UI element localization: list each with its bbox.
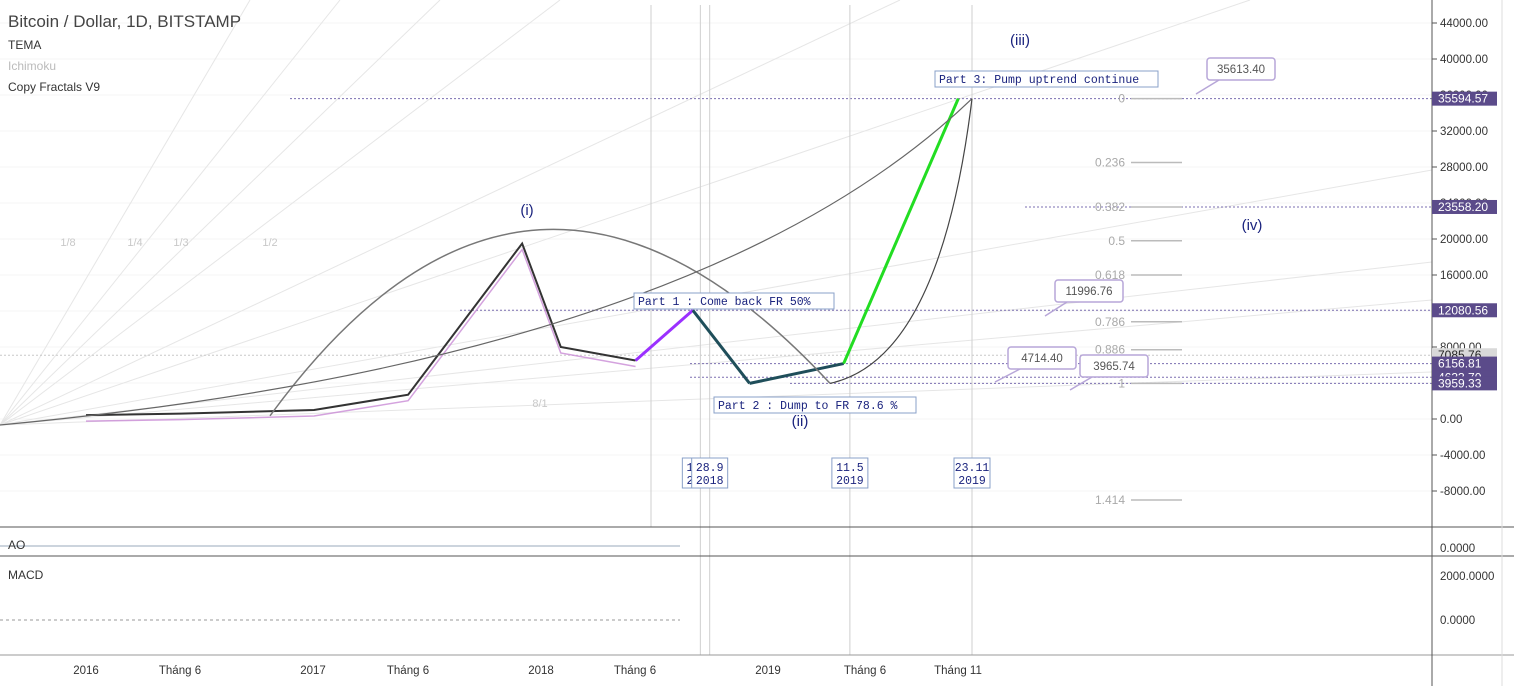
price-label-text: 35594.57 <box>1438 92 1488 106</box>
gann-fan-line <box>0 261 1433 426</box>
price-label-box <box>1432 199 1497 214</box>
price-tick-label: 20000.00 <box>1440 234 1488 246</box>
time-tick-label: Tháng 6 <box>159 665 201 677</box>
part-annotation-box <box>713 396 917 414</box>
fib-level-label: 0.382 <box>1095 200 1125 214</box>
price-tick-label: 32000.00 <box>1440 126 1488 138</box>
callout-text: 3965.74 <box>1093 361 1135 373</box>
ao-panel-label: AO <box>8 538 26 552</box>
callout-text: 11996.76 <box>1065 286 1112 298</box>
fib-level-label: 0.5 <box>1108 234 1125 248</box>
price-label-box <box>1432 376 1497 391</box>
macd-tick-label: 0.0000 <box>1440 615 1475 627</box>
symbol-title[interactable]: Bitcoin / Dollar, 1D, BITSTAMP <box>8 12 242 31</box>
time-tick-label: 2019 <box>755 665 781 677</box>
price-tick-label: 16000.00 <box>1440 270 1488 282</box>
time-tick-label: 2016 <box>73 665 99 677</box>
gann-fan-label: 8/1 <box>532 398 547 410</box>
callout-pointer <box>1069 376 1093 391</box>
part-annotation-text: Part 1 : Come back FR 50% <box>638 296 811 309</box>
ao-tick-label: 0.0000 <box>1440 543 1475 555</box>
wave-label: (i) <box>520 202 533 219</box>
callout-box <box>1079 354 1149 378</box>
callout-box <box>1054 279 1124 303</box>
fib-level-label: 0.236 <box>1095 156 1125 170</box>
wave-label: (iii) <box>1010 32 1030 49</box>
arc-curve-trend <box>0 98 973 426</box>
price-label-text: 12080.56 <box>1438 303 1488 317</box>
price-label-text: 23558.20 <box>1438 200 1488 214</box>
price-label-text: 3959.33 <box>1438 376 1482 390</box>
gann-fan-line <box>0 0 441 426</box>
indicator-tema[interactable]: TEMA <box>8 38 42 52</box>
gann-fan-label: 1/3 <box>173 237 188 249</box>
time-tick-label: Tháng 6 <box>844 665 886 677</box>
wave-label: (iv) <box>1242 217 1263 234</box>
fib-level-label: 1.414 <box>1095 493 1125 507</box>
date-box-line2: 2019 <box>836 475 864 488</box>
price-tick-label: 28000.00 <box>1440 162 1488 174</box>
part-annotation-box <box>633 292 835 310</box>
tema-line <box>85 247 636 422</box>
callout-box <box>1007 346 1077 370</box>
indicator-ichimoku[interactable]: Ichimoku <box>8 59 57 73</box>
date-box-line2: 2019 <box>958 475 986 488</box>
date-box-line1: 23.11 <box>955 462 990 475</box>
callout-text: 4714.40 <box>1021 353 1063 365</box>
projection-part2-line <box>749 362 844 385</box>
date-box <box>831 457 869 489</box>
time-tick-label: Tháng 6 <box>387 665 429 677</box>
date-box-line1: 28.9 <box>696 462 724 475</box>
macd-tick-label: 2000.0000 <box>1440 571 1494 583</box>
price-label-box <box>1432 91 1497 106</box>
callout-box <box>1206 57 1276 81</box>
indicator-copy-fractals[interactable]: Copy Fractals V9 <box>8 80 101 94</box>
callout-pointer <box>994 368 1021 383</box>
price-tick-label: -4000.00 <box>1440 450 1485 462</box>
fib-level-label: 0.618 <box>1095 268 1125 282</box>
projection-part1-line <box>634 309 694 362</box>
gann-fan-label: 1/2 <box>262 237 277 249</box>
gann-fan-line <box>0 0 341 426</box>
price-label-box <box>1432 356 1497 371</box>
projection-part2-line <box>691 309 751 385</box>
gann-fan-label: 1/8 <box>60 237 75 249</box>
part-annotation-box <box>934 70 1159 88</box>
date-box <box>691 457 729 489</box>
price-tick-label: -8000.00 <box>1440 486 1485 498</box>
gann-fan-line <box>0 0 251 426</box>
fib-level-label: 1 <box>1118 376 1125 390</box>
gann-fan-line <box>0 0 561 426</box>
price-tick-label: 40000.00 <box>1440 54 1488 66</box>
fib-level-label: 0 <box>1118 92 1125 106</box>
arc-curve-iii <box>829 98 973 384</box>
macd-panel-label: MACD <box>8 568 44 582</box>
projection-part3-line <box>842 98 960 365</box>
gann-fan-label: 1/4 <box>127 237 142 249</box>
part-annotation-text: Part 2 : Dump to FR 78.6 % <box>718 400 898 413</box>
callout-pointer <box>1044 301 1068 317</box>
fib-level-label: 0.886 <box>1095 343 1125 357</box>
price-series-line <box>85 241 636 417</box>
price-tick-label: 0.00 <box>1440 414 1462 426</box>
fib-level-label: 0.786 <box>1095 315 1125 329</box>
time-tick-label: Tháng 11 <box>934 665 982 677</box>
time-tick-label: 2017 <box>300 665 326 677</box>
gann-fan-line <box>0 0 901 426</box>
wave-label: (ii) <box>792 413 809 430</box>
price-label-text: 6156.81 <box>1438 357 1482 371</box>
date-box <box>953 457 991 489</box>
gann-fan-line <box>0 299 1433 426</box>
price-tick-label: 44000.00 <box>1440 18 1488 30</box>
price-label-box <box>1432 303 1497 318</box>
callout-pointer <box>1195 79 1220 95</box>
date-box-line2: 2018 <box>696 475 724 488</box>
callout-text: 35613.40 <box>1217 64 1265 76</box>
part-annotation-text: Part 3: Pump uptrend continue <box>939 74 1139 87</box>
date-box-line1: 11.5 <box>836 462 864 475</box>
time-tick-label: 2018 <box>528 665 554 677</box>
time-tick-label: Tháng 6 <box>614 665 656 677</box>
